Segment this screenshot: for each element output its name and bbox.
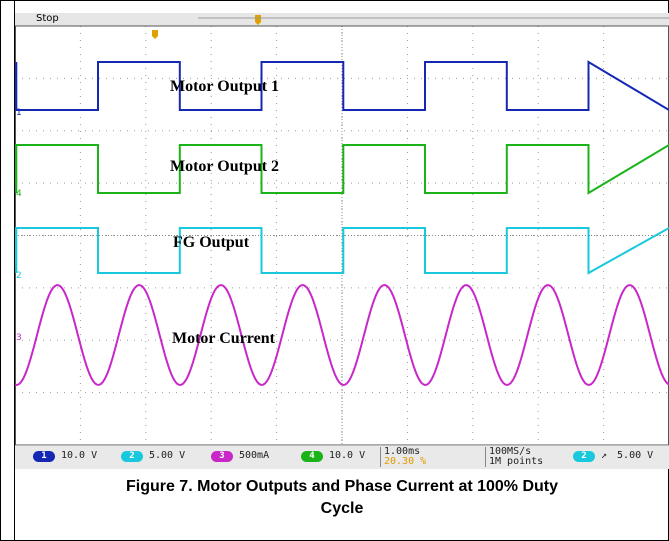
label-fg-output: FG Output — [173, 234, 250, 251]
record-length: 1M points — [489, 456, 544, 467]
channel-marker-4: 4 — [16, 189, 22, 199]
trace-motor-output-1 — [15, 60, 669, 111]
acquisition-status: Stop — [36, 13, 59, 24]
channel-4-badge: 4 — [301, 451, 323, 462]
label-motor-output-1: Motor Output 1 — [170, 78, 280, 95]
channel-2-scale: 5.00 V — [149, 450, 186, 461]
channel-2-badge: 2 — [121, 451, 143, 462]
channel-3-scale: 500mA — [239, 450, 270, 461]
trigger-origin-icon — [152, 30, 158, 39]
left-border — [14, 0, 15, 541]
trigger-slope-icon: ↗ — [601, 450, 608, 461]
channel-1-scale: 10.0 V — [61, 450, 98, 461]
channel-3-badge: 3 — [211, 451, 233, 462]
sample-rate: 100MS/s — [489, 446, 532, 457]
waveform-plot: 1 4 2 3 — [15, 15, 669, 445]
channel-2-setting: 2 5.00 V — [121, 450, 185, 462]
label-motor-current: Motor Current — [172, 330, 275, 347]
figure-caption: Figure 7. Motor Outputs and Phase Curren… — [15, 476, 669, 520]
caption-line-2: Cycle — [320, 500, 364, 517]
label-motor-output-2: Motor Output 2 — [170, 158, 280, 175]
trigger-level: 5.00 V — [617, 450, 654, 461]
timebase-scale: 1.00ms — [384, 446, 421, 457]
timebase-readout: 1.00ms 20.30 % — [380, 447, 426, 467]
channel-3-setting: 3 500mA — [211, 450, 269, 462]
trace-motor-current — [15, 283, 669, 387]
trigger-channel-badge: 2 — [573, 451, 595, 462]
channel-marker-1: 1 — [16, 108, 22, 118]
trigger-marker-icon — [255, 15, 261, 25]
caption-line-1: Figure 7. Motor Outputs and Phase Curren… — [125, 478, 559, 495]
channel-1-badge: 1 — [33, 451, 55, 462]
channel-settings-bar: 1 10.0 V 2 5.00 V 3 500mA 4 10.0 V 1.00ms 20… — [15, 445, 669, 469]
trigger-setting: 2 ↗ 5.00 V — [573, 450, 653, 462]
channel-4-scale: 10.0 V — [329, 450, 366, 461]
channel-1-setting: 1 10.0 V — [33, 450, 97, 462]
trace-motor-output-2 — [15, 144, 669, 195]
channel-marker-3: 3 — [16, 333, 22, 343]
status-bar: Stop — [15, 13, 669, 26]
trace-fg-output — [15, 227, 669, 275]
trigger-position: 20.30 % — [384, 456, 427, 467]
channel-marker-2: 2 — [16, 271, 22, 281]
acquisition-readout: 100MS/s 1M points — [485, 447, 543, 467]
channel-4-setting: 4 10.0 V — [301, 450, 365, 462]
